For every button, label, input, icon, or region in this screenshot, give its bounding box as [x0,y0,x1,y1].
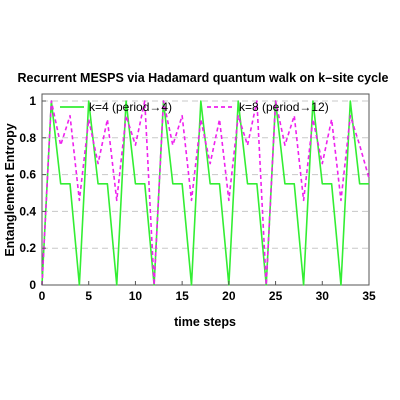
plot-area: 0 5 10 15 20 25 30 35 0 0.2 0.4 0.6 0.8 1 [19,93,376,303]
x-tick-label-0: 0 [39,289,46,303]
y-axis-label: Entanglement Entropy [3,123,17,256]
x-tick-label-1: 5 [85,289,92,303]
x-tick-label-5: 25 [269,289,283,303]
y-tick-label-4: 0.8 [19,131,36,145]
x-axis-ticks: 0 5 10 15 20 25 30 35 [39,281,376,303]
x-tick-label-7: 35 [362,289,376,303]
y-tick-label-0: 0 [29,278,36,292]
x-tick-label-3: 15 [175,289,189,303]
series-lines [41,100,370,286]
legend: k=4 (period→4) k=8 (period→12) [60,100,329,114]
x-tick-label-2: 10 [129,289,143,303]
plot-frame [41,93,370,286]
legend-label-k8: k=8 (period→12) [239,100,329,114]
series-line-k8 [41,100,370,286]
y-tick-label-3: 0.6 [19,168,36,182]
y-tick-label-1: 0.2 [19,241,36,255]
legend-label-k4: k=4 (period→4) [89,100,172,114]
y-tick-label-5: 1 [29,94,36,108]
y-axis-ticks: 0 0.2 0.4 0.6 0.8 1 [19,94,46,292]
x-tick-label-6: 30 [316,289,330,303]
chart-title: Recurrent MESPS via Hadamard quantum wal… [18,71,389,85]
y-tick-label-2: 0.4 [19,204,36,218]
x-axis-label: time steps [174,315,236,329]
x-tick-label-4: 20 [222,289,236,303]
